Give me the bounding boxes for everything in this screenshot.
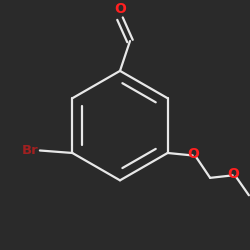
Text: O: O [227,167,239,181]
Text: O: O [187,147,199,161]
Text: O: O [114,2,126,16]
Text: Br: Br [22,144,38,157]
